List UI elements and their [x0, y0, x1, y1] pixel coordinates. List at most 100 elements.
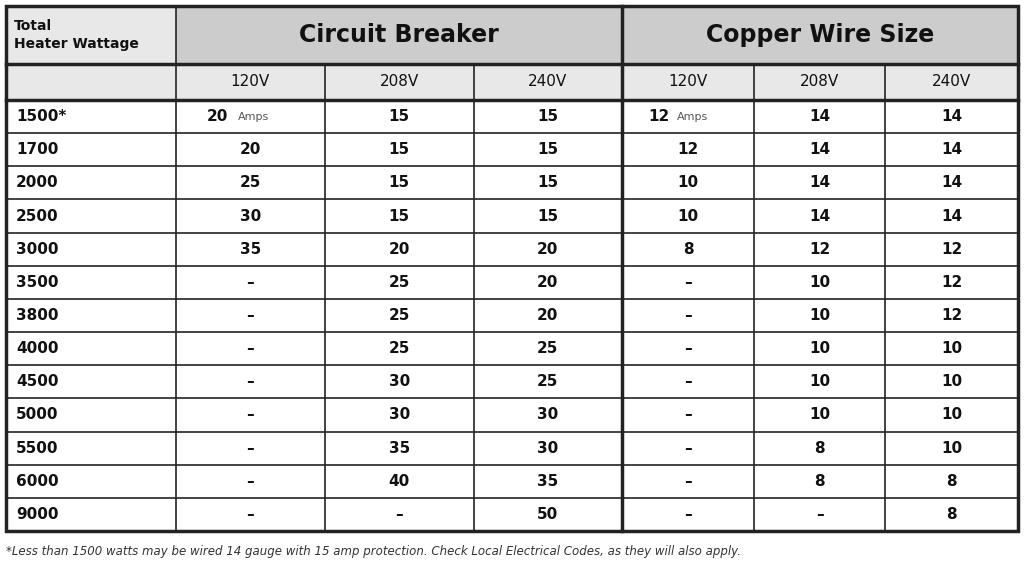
- Text: 35: 35: [388, 440, 410, 456]
- Text: 14: 14: [941, 209, 963, 224]
- Text: 20: 20: [538, 242, 559, 257]
- Bar: [623, 431, 754, 464]
- Bar: [325, 166, 473, 200]
- Bar: [325, 431, 473, 464]
- Text: 15: 15: [538, 176, 558, 190]
- Bar: [623, 233, 754, 266]
- Text: 25: 25: [388, 341, 410, 356]
- Bar: [6, 398, 176, 431]
- Text: –: –: [247, 407, 254, 423]
- Bar: [325, 266, 473, 299]
- Bar: [176, 233, 325, 266]
- Bar: [176, 332, 325, 366]
- Text: 5000: 5000: [16, 407, 58, 423]
- Bar: [6, 431, 176, 464]
- Bar: [623, 332, 754, 366]
- Text: *Less than 1500 watts may be wired 14 gauge with 15 amp protection. Check Local : *Less than 1500 watts may be wired 14 ga…: [6, 545, 741, 558]
- Bar: [325, 64, 473, 100]
- Bar: [623, 166, 754, 200]
- Text: 12: 12: [678, 142, 698, 157]
- Bar: [754, 266, 886, 299]
- Text: 14: 14: [941, 176, 963, 190]
- Text: 30: 30: [538, 407, 558, 423]
- Bar: [325, 398, 473, 431]
- Text: 120V: 120V: [669, 74, 708, 89]
- Text: 14: 14: [809, 209, 830, 224]
- Bar: [886, 332, 1018, 366]
- Text: –: –: [684, 374, 692, 390]
- Text: 15: 15: [388, 142, 410, 157]
- Bar: [6, 166, 176, 200]
- Text: 30: 30: [240, 209, 261, 224]
- Text: 14: 14: [941, 109, 963, 124]
- Text: 14: 14: [809, 142, 830, 157]
- Bar: [473, 64, 623, 100]
- Bar: [754, 133, 886, 166]
- Bar: [886, 133, 1018, 166]
- Bar: [176, 431, 325, 464]
- Text: 10: 10: [678, 176, 698, 190]
- Bar: [754, 332, 886, 366]
- Bar: [325, 299, 473, 332]
- Text: 20: 20: [207, 109, 228, 124]
- Bar: [623, 200, 754, 233]
- Bar: [176, 398, 325, 431]
- Bar: [754, 200, 886, 233]
- Bar: [473, 299, 623, 332]
- Bar: [176, 6, 623, 64]
- Bar: [6, 233, 176, 266]
- Text: 12: 12: [941, 308, 963, 323]
- Bar: [886, 366, 1018, 398]
- Text: –: –: [684, 308, 692, 323]
- Bar: [886, 100, 1018, 133]
- Text: 4000: 4000: [16, 341, 58, 356]
- Text: Amps: Amps: [238, 112, 269, 122]
- Text: 240V: 240V: [932, 74, 972, 89]
- Text: 10: 10: [809, 407, 830, 423]
- Bar: [176, 266, 325, 299]
- Text: 14: 14: [809, 176, 830, 190]
- Text: –: –: [684, 407, 692, 423]
- Text: 25: 25: [538, 341, 559, 356]
- Bar: [754, 64, 886, 100]
- Bar: [886, 266, 1018, 299]
- Bar: [886, 166, 1018, 200]
- Text: 25: 25: [388, 308, 410, 323]
- Bar: [176, 166, 325, 200]
- Bar: [325, 233, 473, 266]
- Text: 10: 10: [809, 341, 830, 356]
- Bar: [886, 299, 1018, 332]
- Bar: [176, 100, 325, 133]
- Bar: [623, 464, 754, 498]
- Text: Copper Wire Size: Copper Wire Size: [706, 23, 934, 47]
- Text: –: –: [247, 275, 254, 290]
- Text: 15: 15: [388, 176, 410, 190]
- Bar: [325, 366, 473, 398]
- Bar: [325, 200, 473, 233]
- Bar: [6, 6, 176, 64]
- Bar: [473, 133, 623, 166]
- Text: 10: 10: [809, 275, 830, 290]
- Text: –: –: [684, 341, 692, 356]
- Text: 12: 12: [648, 109, 670, 124]
- Text: 1700: 1700: [16, 142, 58, 157]
- Text: 14: 14: [941, 142, 963, 157]
- Text: 14: 14: [809, 109, 830, 124]
- Bar: [325, 133, 473, 166]
- Text: 10: 10: [941, 341, 963, 356]
- Bar: [623, 498, 754, 531]
- Text: 15: 15: [538, 142, 558, 157]
- Text: 3000: 3000: [16, 242, 58, 257]
- Bar: [6, 133, 176, 166]
- Bar: [6, 100, 176, 133]
- Text: 8: 8: [683, 242, 693, 257]
- Text: 15: 15: [538, 109, 558, 124]
- Text: 40: 40: [388, 474, 410, 488]
- Text: –: –: [247, 507, 254, 522]
- Bar: [6, 299, 176, 332]
- Bar: [6, 332, 176, 366]
- Bar: [754, 498, 886, 531]
- Bar: [473, 233, 623, 266]
- Text: 10: 10: [941, 374, 963, 390]
- Bar: [754, 464, 886, 498]
